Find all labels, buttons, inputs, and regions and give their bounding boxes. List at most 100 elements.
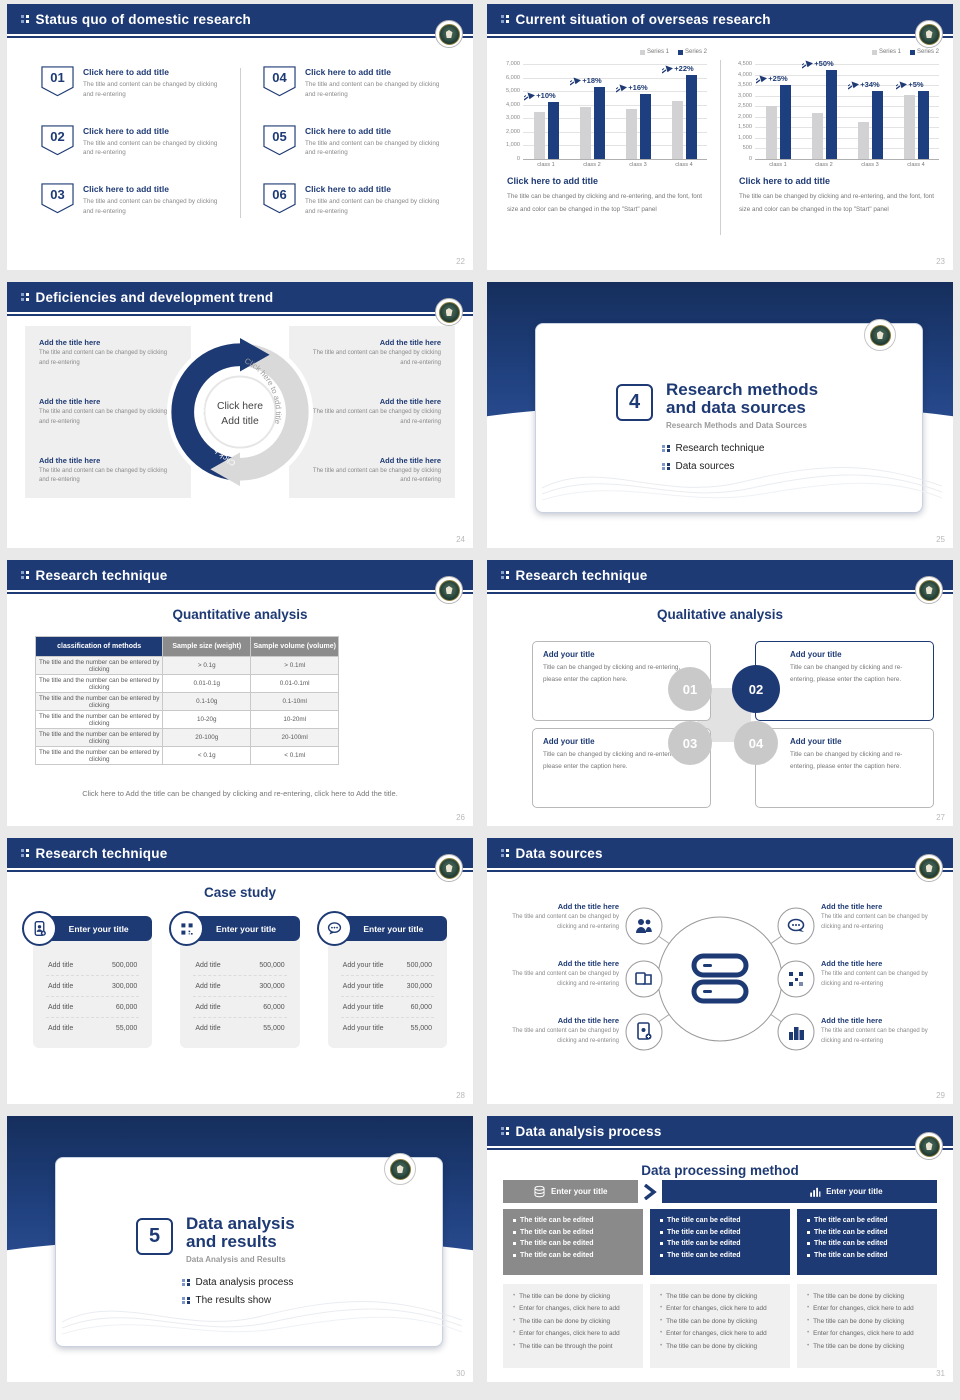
series2-bar [593, 87, 605, 159]
wave-decoration [62, 1300, 462, 1335]
panel-item-title: Add the title here [39, 455, 101, 465]
numbered-item: 01 Click here to add title The title and… [41, 66, 225, 109]
edit-line: The title can be edited [513, 1229, 633, 1236]
section-number: 5 [136, 1218, 173, 1255]
table-row: The title and the number can be entered … [34, 746, 340, 765]
series1-bar [533, 111, 545, 159]
detail-line: • The title can be done by clicking [807, 1293, 905, 1300]
bar-chart-left: Series 1 Series 2 7,000 6,000 5,000 4,000 3,0… [501, 48, 707, 216]
section-bullets: Research technique Data sources [662, 443, 922, 472]
detail-panel: • The title can be done by clicking • Enter… [797, 1284, 937, 1368]
numbered-item: 02 Click here to add title The title and… [41, 125, 225, 168]
page-number: 26 [456, 813, 465, 822]
bar-chart-icon [810, 1187, 821, 1197]
header-rule [487, 1148, 953, 1150]
series2-bar [547, 102, 559, 159]
caption-body: The title can be changed by clicking and… [507, 193, 702, 213]
case-row: Add title 300,000 [46, 976, 140, 997]
series1-bar [579, 107, 591, 159]
case-row: Add title 55,000 [48, 1024, 138, 1032]
cycle-diagram-section: Add the title here The title and content… [25, 326, 455, 498]
growth-annotation: +16% [609, 83, 655, 93]
panel-item: Add the title here The title and content… [303, 397, 441, 427]
slide-31-data-analysis-process[interactable]: Data analysis process Data processing me… [487, 1116, 953, 1382]
case-row: Add your title 300,000 [340, 976, 434, 997]
panel-item: Add the title here The title and content… [303, 456, 441, 486]
hub-diagram-graphic [625, 907, 815, 1051]
number-banner-icon: 06 [263, 183, 296, 214]
bullet-dots-icon [182, 1278, 190, 1287]
slide-header: Research technique [7, 560, 473, 590]
slide-header: Data sources [487, 838, 953, 868]
growth-annotation: +10% [517, 91, 563, 101]
university-logo [915, 854, 943, 882]
table-cell: The title and the number can be entered … [34, 692, 164, 711]
slide-29-data-sources[interactable]: Data sources [487, 838, 953, 1104]
slide-28-case-study[interactable]: Research technique Case study Enter your… [7, 838, 473, 1104]
table-row: The title and the number can be entered … [34, 674, 340, 693]
slide-25-section-research-methods[interactable]: 4 Research methods and data sources Rese… [487, 282, 953, 548]
qual-card-4: Add your title Title can be changed by c… [755, 728, 934, 808]
slide-header: Status quo of domestic research [7, 4, 473, 34]
x-tick-label: class 3 [861, 162, 879, 168]
header-rule [7, 592, 473, 594]
table-row: The title and the number can be entered … [34, 692, 340, 711]
table-cell: The title and the number can be entered … [34, 674, 164, 693]
slide-header: Current situation of overseas research [487, 4, 953, 34]
edit-box-blue: The title can be edited The title can be … [650, 1209, 790, 1275]
caption-title: Click here to add title [739, 176, 831, 186]
panel-item-title: Add the title here [379, 455, 441, 465]
step-circle-04: 04 [734, 721, 778, 765]
page-number: 30 [456, 1369, 465, 1378]
detail-line: • Enter for changes, click here to add [513, 1330, 620, 1338]
page-number: 23 [936, 257, 945, 266]
legend-item: Series 2 [909, 49, 939, 55]
edit-box-blue: The title can be edited The title can be … [797, 1209, 937, 1275]
panel-item-title: Add the title here [379, 338, 441, 347]
detail-line: • The title can be done by clicking [660, 1342, 758, 1350]
bullet-dots-icon [662, 462, 670, 471]
step-circle-01: 01 [668, 667, 712, 711]
documents-icon [635, 972, 652, 985]
detail-line: • Enter for changes, click here to add [660, 1305, 767, 1313]
slide-23-overseas-research[interactable]: Current situation of overseas research S… [487, 4, 953, 270]
legend-item: Series 2 [677, 49, 707, 55]
hub-item: Add the title here The title and content… [512, 902, 619, 930]
slide-30-section-data-analysis[interactable]: 5 Data analysis and results Data Analysi… [7, 1116, 473, 1382]
slide-27-qualitative-analysis[interactable]: Research technique Qualitative analysis … [487, 560, 953, 826]
university-logo [915, 1132, 943, 1160]
case-card-2: Enter your title Add title 500,000 Add ti… [169, 911, 300, 1048]
number-banner-icon: 03 [41, 183, 74, 214]
x-tick-label: class 1 [537, 162, 555, 168]
edit-line: The title can be edited [513, 1240, 633, 1247]
slide-26-quantitative-analysis[interactable]: Research technique Quantitative analysis… [7, 560, 473, 826]
database-icon [691, 953, 749, 1004]
case-row: Add title 55,000 [195, 1024, 285, 1032]
detail-line: • The title can be through the point [513, 1342, 613, 1350]
slide-22-status-quo[interactable]: Status quo of domestic research 01 Click… [7, 4, 473, 270]
x-tick-label: class 4 [907, 162, 925, 168]
university-logo [435, 576, 463, 604]
tablet-add-icon [637, 1022, 652, 1040]
page-number: 27 [936, 813, 945, 822]
detail-line: • The title can be done by clicking [513, 1293, 611, 1300]
section-card: 5 Data analysis and results Data Analysi… [55, 1153, 462, 1347]
slide-24-deficiencies-trend[interactable]: Deficiencies and development trend Add t… [7, 282, 473, 548]
panel-item-body: The title and content can be changed by … [39, 350, 168, 366]
detail-panel: • The title can be done by clicking • Enter… [650, 1284, 790, 1368]
edit-line: The title can be edited [660, 1240, 780, 1247]
slide-header: Research technique [487, 560, 953, 590]
header-dots-icon [501, 849, 509, 857]
series1-bar [671, 100, 683, 159]
slide-title: Deficiencies and development trend [35, 289, 274, 305]
section-title-line2: and data sources [666, 398, 806, 417]
x-tick-label: class 2 [583, 162, 601, 168]
header-dots-icon [21, 849, 29, 857]
qr-code-icon [169, 911, 205, 946]
database-icon [534, 1185, 545, 1198]
series1-bar [811, 112, 823, 159]
right-panel: Add the title here The title and content… [289, 326, 455, 498]
section-subtitle: Data Analysis and Results [186, 1255, 286, 1264]
slide-title: Research technique [35, 567, 168, 583]
